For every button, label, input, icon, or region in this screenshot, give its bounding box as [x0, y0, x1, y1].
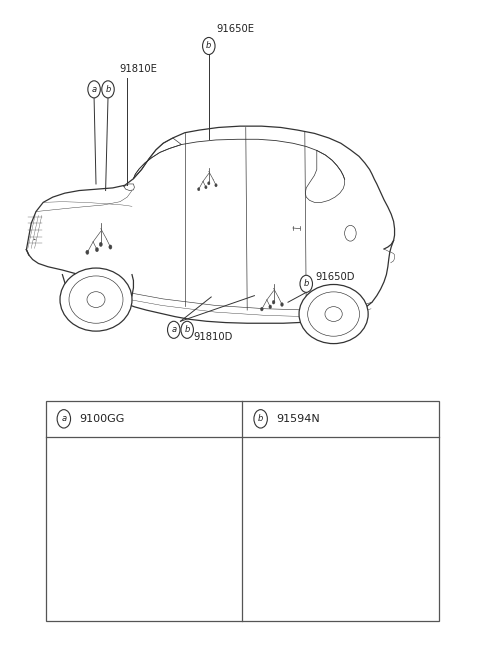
- Circle shape: [86, 250, 89, 254]
- Text: a: a: [61, 415, 66, 423]
- Circle shape: [254, 410, 267, 428]
- Text: 91650E: 91650E: [216, 24, 254, 34]
- Text: a: a: [171, 325, 176, 334]
- Circle shape: [109, 245, 112, 249]
- Circle shape: [203, 37, 215, 55]
- Circle shape: [272, 300, 275, 304]
- Circle shape: [181, 321, 193, 338]
- Circle shape: [261, 307, 263, 311]
- Circle shape: [57, 410, 71, 428]
- Circle shape: [357, 533, 365, 543]
- Circle shape: [300, 275, 312, 292]
- FancyBboxPatch shape: [139, 513, 149, 526]
- Text: 91650D: 91650D: [315, 272, 354, 283]
- Text: b: b: [258, 415, 264, 423]
- Ellipse shape: [60, 268, 132, 331]
- Circle shape: [198, 188, 200, 191]
- Text: 9100GG: 9100GG: [79, 414, 125, 424]
- Ellipse shape: [133, 598, 155, 610]
- Polygon shape: [322, 595, 351, 611]
- Circle shape: [168, 321, 180, 338]
- Circle shape: [205, 186, 207, 189]
- Polygon shape: [330, 529, 348, 597]
- Text: b: b: [105, 85, 111, 94]
- Circle shape: [281, 303, 283, 306]
- Circle shape: [88, 81, 100, 98]
- Text: 91810D: 91810D: [193, 332, 232, 342]
- Polygon shape: [345, 511, 362, 534]
- Circle shape: [269, 305, 272, 309]
- Text: 91810E: 91810E: [119, 64, 157, 74]
- Text: b: b: [303, 279, 309, 288]
- Bar: [140, 544, 148, 589]
- Text: b: b: [206, 41, 212, 51]
- Bar: [141, 525, 147, 549]
- Circle shape: [215, 184, 217, 187]
- Ellipse shape: [136, 607, 155, 612]
- Text: b: b: [184, 325, 190, 334]
- Circle shape: [99, 242, 102, 246]
- Circle shape: [102, 81, 114, 98]
- Ellipse shape: [299, 284, 368, 344]
- Text: a: a: [92, 85, 96, 94]
- Bar: [46, 401, 439, 621]
- Text: 91594N: 91594N: [276, 414, 320, 424]
- Circle shape: [208, 182, 210, 185]
- Circle shape: [96, 248, 98, 252]
